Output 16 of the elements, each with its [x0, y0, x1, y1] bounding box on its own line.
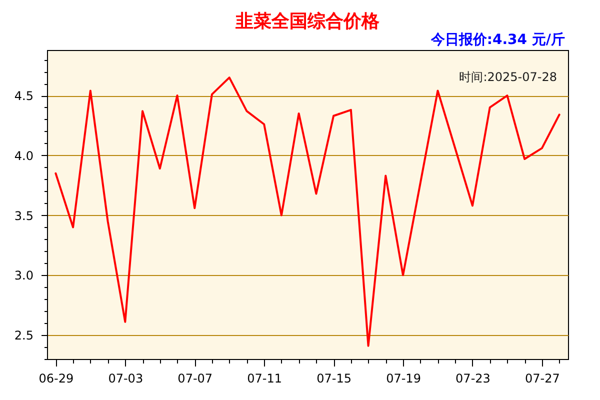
y-tick-label: 3.5 [14, 208, 34, 223]
x-tick-label: 07-11 [247, 372, 282, 386]
x-tick-label: 06-29 [38, 372, 74, 386]
x-tick-label: 07-27 [525, 372, 560, 386]
annotation: 时间:2025-07-28 [459, 70, 557, 84]
y-tick-label: 3.0 [14, 268, 34, 283]
x-tick-label: 07-03 [108, 372, 144, 386]
x-tick-label: 07-07 [178, 372, 213, 386]
text: 今日报价:4.34 元/斤 [430, 31, 565, 48]
chart-title: 韭菜全国综合价格 [234, 11, 380, 32]
x-tick-label: 07-19 [386, 372, 421, 386]
y-tick-label: 2.5 [14, 328, 34, 343]
y-tick-label: 4.5 [14, 89, 34, 104]
y-tick-label: 4.0 [14, 148, 34, 163]
x-tick-label: 07-23 [456, 372, 490, 386]
x-tick-label: 07-15 [316, 372, 352, 386]
